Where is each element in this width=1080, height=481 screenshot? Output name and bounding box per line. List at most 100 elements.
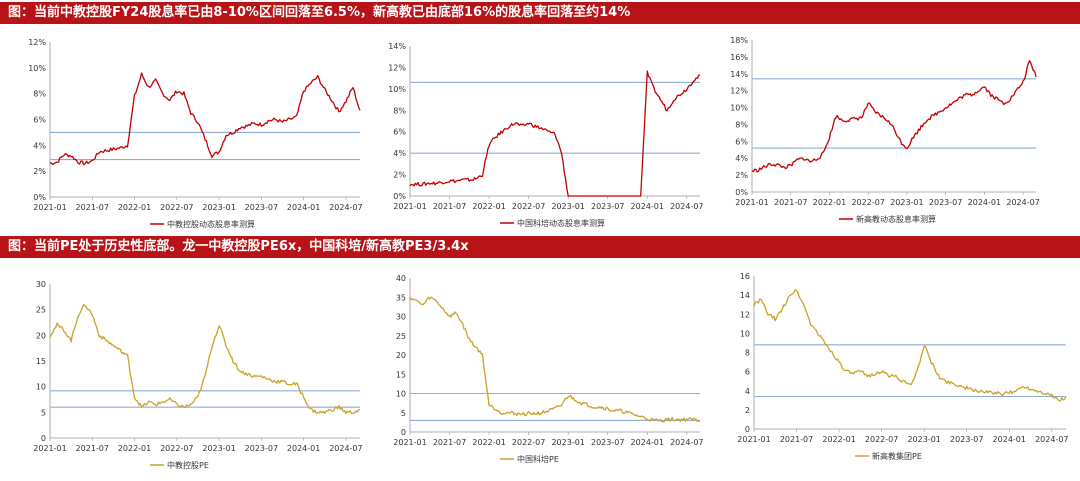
x-tick-label: 2024-01 (993, 435, 1026, 444)
x-tick-label: 2021-07 (76, 203, 109, 212)
chart-xingaojiao-dividend: 0% 2% 4% 6% 8% 10% 12% 14% 16% 18% 2021-01 2021-07 2… (730, 36, 1040, 224)
y-tick-label: 25 (36, 306, 46, 315)
y-tick-label: 0 (41, 434, 46, 443)
x-tick-label: 2023-01 (551, 438, 584, 447)
legend-label: 新高教动态股息率测算 (856, 214, 936, 224)
y-tick-label: 35 (396, 293, 406, 302)
y-tick-label: 5 (401, 409, 406, 418)
y-tick-label: 0% (393, 192, 406, 201)
x-tick-label: 2021-01 (737, 435, 770, 444)
y-tick-label: 30 (396, 313, 406, 322)
y-tick-label: 4% (735, 154, 748, 163)
x-tick-label: 2023-01 (551, 202, 584, 211)
legend-label: 新高教集团PE (872, 451, 922, 461)
series-line (49, 304, 361, 415)
y-tick-label: 8% (393, 106, 406, 115)
x-tick-label: 2023-01 (202, 203, 235, 212)
x-tick-label: 2023-07 (591, 438, 624, 447)
series-line (409, 296, 701, 423)
y-tick-label: 12% (730, 87, 748, 96)
banner-pe-title: 图：当前PE处于历史性底部。龙一中教控股PE6x，中国科培/新高教PE3/3.4… (0, 236, 1080, 258)
series-line (49, 72, 361, 166)
x-tick-label: 2021-07 (76, 444, 109, 453)
y-tick-label: 10 (740, 329, 750, 338)
y-tick-label: 10 (36, 383, 46, 392)
y-tick-label: 6 (745, 368, 750, 377)
x-tick-label: 2022-07 (160, 444, 193, 453)
y-tick-label: 6% (735, 137, 748, 146)
x-tick-label: 2024-07 (670, 202, 703, 211)
x-tick-label: 2023-01 (907, 435, 940, 444)
x-tick-label: 2024-07 (329, 444, 362, 453)
x-tick-label: 2021-07 (774, 198, 807, 207)
x-tick-label: 2024-01 (631, 202, 664, 211)
x-tick-label: 2021-01 (33, 444, 66, 453)
x-tick-label: 2024-01 (287, 444, 320, 453)
y-tick-label: 16% (730, 53, 748, 62)
x-tick-label: 2024-01 (287, 203, 320, 212)
x-tick-label: 2022-01 (118, 203, 151, 212)
x-tick-label: 2023-07 (245, 444, 278, 453)
y-tick-label: 10% (730, 104, 748, 113)
x-tick-label: 2021-01 (33, 203, 66, 212)
y-tick-label: 0 (401, 428, 406, 437)
x-tick-label: 2022-01 (118, 444, 151, 453)
y-tick-label: 0% (735, 188, 748, 197)
y-tick-label: 6% (33, 116, 46, 125)
x-tick-label: 2021-01 (393, 202, 426, 211)
y-tick-label: 8% (33, 90, 46, 99)
y-tick-label: 2% (735, 171, 748, 180)
y-tick-label: 20 (396, 351, 406, 360)
x-tick-label: 2022-01 (472, 202, 505, 211)
y-tick-label: 8% (735, 120, 748, 129)
x-tick-label: 2023-07 (929, 198, 962, 207)
y-tick-label: 30 (36, 280, 46, 289)
y-tick-label: 0% (33, 193, 46, 202)
series-line (409, 70, 700, 197)
y-tick-label: 10 (396, 390, 406, 399)
chart-jiaokong-dividend: 0% 2% 4% 6% 8% 10% 12% 2021-01 2021-07 2022-01 202… (28, 38, 362, 229)
series-line (753, 289, 1067, 402)
x-tick-label: 2022-07 (512, 202, 545, 211)
x-tick-label: 2024-01 (631, 438, 664, 447)
legend-label: 中教控股动态股息率测算 (167, 219, 255, 229)
x-tick-label: 2024-07 (1006, 198, 1039, 207)
x-tick-label: 2022-01 (472, 438, 505, 447)
y-tick-label: 25 (396, 332, 406, 341)
x-tick-label: 2024-07 (1035, 435, 1068, 444)
y-tick-label: 10% (388, 85, 406, 94)
series-line (751, 60, 1037, 173)
x-tick-label: 2024-07 (670, 438, 703, 447)
y-tick-label: 40 (396, 274, 406, 283)
y-tick-label: 20 (36, 331, 46, 340)
banner-dividend-title: 图：当前中教控股FY24股息率已由8-10%区间回落至6.5%，新高教已由底部1… (0, 2, 1080, 24)
x-tick-label: 2023-07 (591, 202, 624, 211)
y-tick-label: 14% (730, 70, 748, 79)
x-tick-label: 2022-07 (865, 435, 898, 444)
x-tick-label: 2022-07 (512, 438, 545, 447)
x-tick-label: 2022-01 (813, 198, 846, 207)
y-tick-label: 15 (396, 370, 406, 379)
x-tick-label: 2024-07 (329, 203, 362, 212)
x-tick-label: 2022-07 (851, 198, 884, 207)
legend-label: 中国科培PE (517, 454, 559, 464)
y-tick-label: 18% (730, 36, 748, 45)
y-tick-label: 10% (28, 64, 46, 73)
chart-jiaokong-pe: 0 5 10 15 20 25 30 2021-01 2021-07 2022-01 2022-07… (33, 280, 362, 470)
x-tick-label: 2023-07 (950, 435, 983, 444)
y-tick-label: 8 (745, 349, 750, 358)
y-tick-label: 16 (740, 272, 750, 281)
y-tick-label: 4% (393, 149, 406, 158)
y-tick-label: 0 (745, 425, 750, 434)
y-tick-label: 2% (33, 167, 46, 176)
legend-label: 中教控股PE (167, 460, 209, 470)
y-tick-label: 5 (41, 408, 46, 417)
chart-xingaojiao-pe: 0 2 4 6 8 10 12 14 16 2021-01 2021-07 2022-01 2022-0… (737, 272, 1068, 461)
y-tick-label: 12% (388, 63, 406, 72)
y-tick-label: 15 (36, 357, 46, 366)
x-tick-label: 2021-07 (433, 202, 466, 211)
x-tick-label: 2023-01 (202, 444, 235, 453)
x-tick-label: 2022-07 (160, 203, 193, 212)
y-tick-label: 4% (33, 141, 46, 150)
x-tick-label: 2023-01 (890, 198, 923, 207)
